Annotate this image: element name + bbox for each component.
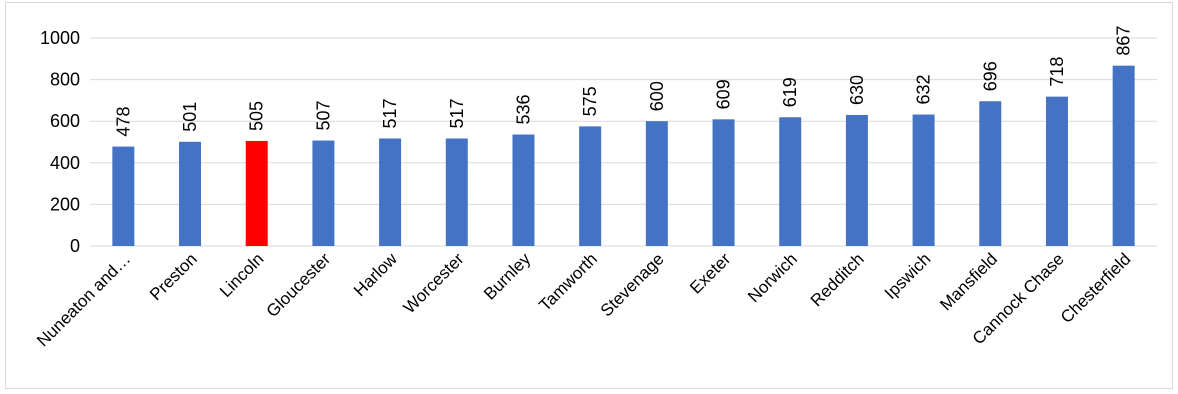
y-tick-label: 800 [50, 70, 80, 90]
bar [245, 140, 268, 246]
category-label: Worcester [400, 249, 468, 317]
data-label: 575 [580, 86, 600, 116]
category-label: Tamworth [535, 249, 601, 315]
data-label: 619 [780, 77, 800, 107]
data-label: 867 [1114, 26, 1134, 56]
bars [112, 65, 1135, 247]
bar [312, 140, 335, 246]
category-label: Ipswich [881, 249, 935, 303]
bar [112, 146, 135, 246]
category-label: Redditch [807, 249, 868, 310]
y-tick-label: 400 [50, 153, 80, 173]
category-label: Nuneaton and… [33, 249, 134, 350]
category-label: Norwich [744, 249, 801, 306]
category-label: Gloucester [263, 249, 335, 321]
data-label: 505 [247, 101, 267, 131]
bar [712, 119, 735, 246]
data-labels: 478 501 505 507 517 517 536 575 600 609 619 630 632 6… [113, 26, 1133, 137]
data-label: 478 [113, 107, 133, 137]
category-label: Harlow [350, 249, 401, 300]
bar [912, 114, 935, 246]
category-label: Chesterfield [1057, 249, 1135, 327]
data-label: 507 [313, 100, 333, 130]
y-tick-label: 1000 [40, 28, 80, 48]
data-label: 501 [180, 102, 200, 132]
bar [779, 117, 802, 246]
bar [1112, 65, 1135, 246]
bar [179, 141, 202, 246]
y-tick-label: 600 [50, 111, 80, 131]
category-label: Stevenage [597, 249, 668, 320]
category-label: Preston [146, 249, 201, 304]
bar [445, 138, 468, 246]
y-tick-label: 200 [50, 194, 80, 214]
data-label: 600 [647, 81, 667, 111]
gridlines [90, 37, 1157, 247]
bar [845, 114, 868, 247]
bar [645, 121, 668, 246]
y-tick-label: 0 [70, 236, 80, 256]
data-label: 517 [380, 98, 400, 128]
data-label: 696 [980, 61, 1000, 91]
bar [979, 101, 1002, 247]
data-label: 632 [914, 74, 934, 104]
bar [1045, 96, 1068, 246]
category-label: Mansfield [936, 249, 1001, 314]
category-label: Lincoln [216, 249, 268, 301]
data-label: 718 [1047, 57, 1067, 87]
data-label: 630 [847, 75, 867, 105]
bar [379, 138, 402, 246]
category-label: Exeter [686, 249, 734, 297]
y-axis-tick-labels: 0 200 400 600 800 1000 [40, 28, 80, 256]
bar [579, 126, 602, 246]
bar [512, 134, 535, 246]
data-label: 517 [447, 98, 467, 128]
category-label: Burnley [480, 249, 535, 304]
data-label: 536 [513, 94, 533, 124]
data-label: 609 [714, 79, 734, 109]
